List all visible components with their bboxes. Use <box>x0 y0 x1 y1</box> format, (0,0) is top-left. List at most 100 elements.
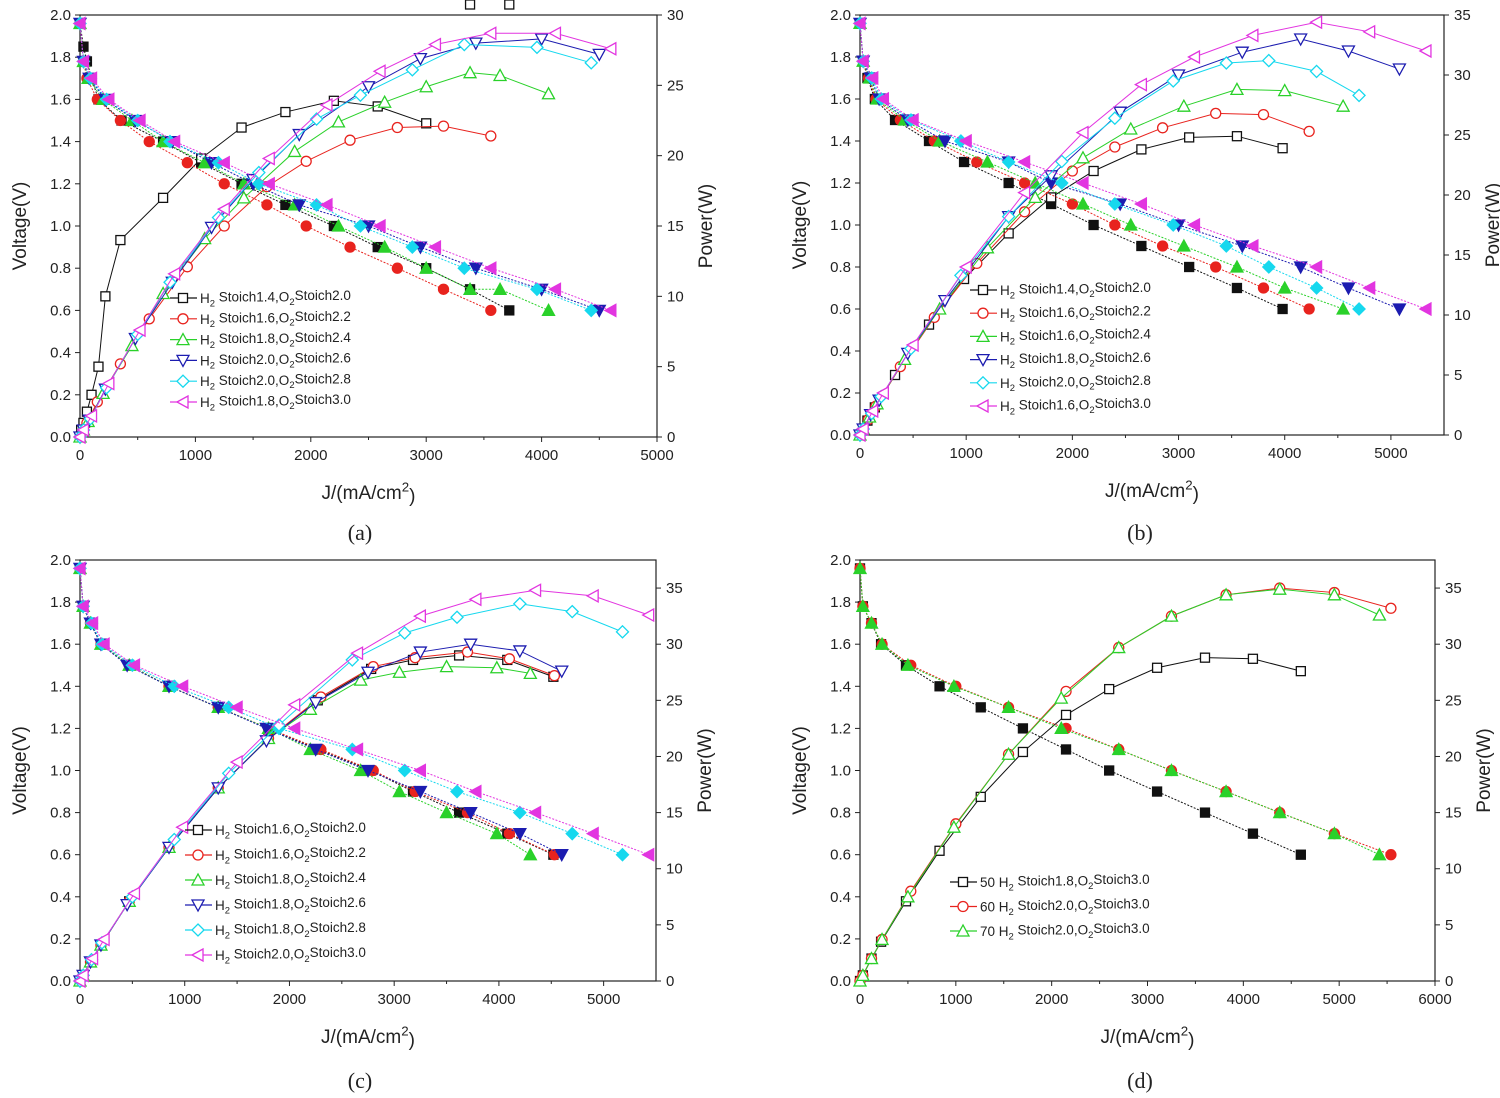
power-point <box>86 389 97 400</box>
y-tick-label: 2.0 <box>830 552 851 569</box>
y-tick-label: 0.2 <box>50 931 71 948</box>
power-point <box>468 592 482 607</box>
voltage-point <box>216 155 230 170</box>
voltage-point <box>1231 282 1243 294</box>
voltage-point <box>504 305 515 316</box>
voltage-point <box>585 826 599 841</box>
voltage-point <box>1123 217 1138 231</box>
y-tick-label: 2.0 <box>50 7 71 24</box>
power-point <box>353 88 368 103</box>
power-point <box>391 121 404 134</box>
power-point <box>975 791 986 803</box>
power-point <box>75 968 89 983</box>
power-point <box>528 583 542 598</box>
voltage-line <box>859 23 1310 310</box>
y2-tick-label: 10 <box>667 288 684 305</box>
y-tick-label: 2.0 <box>830 7 851 24</box>
chart-panel-d: 0 1000 2000 3000 4000 5000 6000 0.0 0.2 0.4 0.6 0.8… <box>790 552 1495 1051</box>
series-c-5 <box>72 561 655 989</box>
voltage-point <box>76 54 90 69</box>
power-point <box>93 361 104 372</box>
power-point <box>489 660 504 674</box>
caption-a: (a) <box>348 520 372 545</box>
power-point <box>457 37 472 52</box>
legend-label: H2​ Stoich2.0,O2​Stoich2.8 <box>1000 373 1151 394</box>
power-point <box>1088 165 1099 177</box>
voltage-point <box>603 303 617 318</box>
y2-tick-label: 15 <box>666 805 683 822</box>
y-tick-label: 1.8 <box>50 49 71 66</box>
x-tick-label: 3000 <box>377 991 410 1008</box>
y2-tick-label: 20 <box>1454 187 1471 204</box>
power-point <box>377 94 392 108</box>
legend-marker <box>191 923 205 937</box>
power-point <box>512 596 527 611</box>
voltage-point <box>292 199 307 213</box>
y2-tick-label: 15 <box>1445 805 1462 822</box>
voltage-point <box>1111 742 1126 756</box>
voltage-point <box>167 134 181 149</box>
voltage-point <box>114 114 127 127</box>
voltage-point <box>132 113 146 128</box>
power-point <box>1017 185 1031 200</box>
voltage-line <box>859 23 1360 310</box>
power-point <box>1219 56 1234 70</box>
voltage-point <box>512 805 527 820</box>
voltage-point <box>1054 176 1069 190</box>
legend-label: H2​ Stoich1.6,O2​Stoich2.0 <box>215 820 366 841</box>
y2-tick-label: 30 <box>1454 67 1471 84</box>
y2-tick-label: 15 <box>667 218 684 235</box>
power-point <box>937 294 953 308</box>
power-point <box>413 646 428 660</box>
y-tick-label: 1.6 <box>830 636 851 653</box>
legend-marker <box>190 899 206 913</box>
power-point <box>1231 131 1243 142</box>
power-point <box>100 291 111 302</box>
voltage-point <box>450 784 464 799</box>
y-tick-label: 0.0 <box>50 429 71 446</box>
power-point <box>1134 77 1148 92</box>
legend-marker <box>175 332 191 346</box>
legend-marker <box>975 353 991 367</box>
legend-label: 60 H2​ Stoich2.0,O2​Stoich3.0 <box>980 897 1150 918</box>
y-axis-label: Voltage(V) <box>790 726 811 815</box>
power-point <box>1210 107 1222 120</box>
y2-tick-label: 25 <box>1454 127 1471 144</box>
y-tick-label: 0.2 <box>830 931 851 948</box>
power-point <box>1104 683 1115 695</box>
power-point <box>864 951 879 965</box>
legend-label: H2​ Stoich2.0,O2​Stoich3.0 <box>215 945 366 966</box>
legend-label: H2​ Stoich2.0,O2​Stoich2.6 <box>200 351 351 372</box>
voltage-point <box>377 239 392 253</box>
voltage-point <box>1166 218 1181 232</box>
legend-label: H2​ Stoich1.6,O2​Stoich2.2 <box>1000 303 1151 324</box>
voltage-point <box>350 742 364 757</box>
series-a-5 <box>72 16 617 445</box>
x-tick-label: 0 <box>76 991 84 1008</box>
power-point <box>308 696 323 710</box>
legend: H2​ Stoich1.4,O2​Stoich2.0H2​ Stoich1.6,… <box>970 280 1151 417</box>
legend-marker <box>190 947 204 963</box>
voltage-point <box>84 71 98 86</box>
voltage-point <box>143 135 155 148</box>
voltage-point <box>360 764 376 778</box>
power-point <box>485 130 497 142</box>
x-tick-label: 0 <box>856 991 864 1008</box>
y-tick-label: 0.2 <box>50 387 71 404</box>
plot-frame <box>859 559 1436 982</box>
power-point <box>350 646 364 661</box>
voltage-point <box>353 763 368 777</box>
y-tick-label: 1.2 <box>50 176 71 193</box>
voltage-point <box>1295 849 1306 860</box>
voltage-point <box>1104 765 1115 776</box>
power-point <box>980 240 995 254</box>
y2-tick-label: 5 <box>667 359 675 376</box>
legend-label: H2​ Stoich1.8,O2​Stoich2.6 <box>1000 350 1151 371</box>
y2-tick-label: 5 <box>1445 917 1453 934</box>
voltage-point <box>1418 301 1432 317</box>
voltage-point <box>1017 154 1031 170</box>
y2-tick-label: 10 <box>1454 307 1471 324</box>
x-axis-label: J/(mA/cm2​) <box>1105 478 1199 505</box>
voltage-point <box>946 678 962 692</box>
power-point <box>1372 607 1387 621</box>
